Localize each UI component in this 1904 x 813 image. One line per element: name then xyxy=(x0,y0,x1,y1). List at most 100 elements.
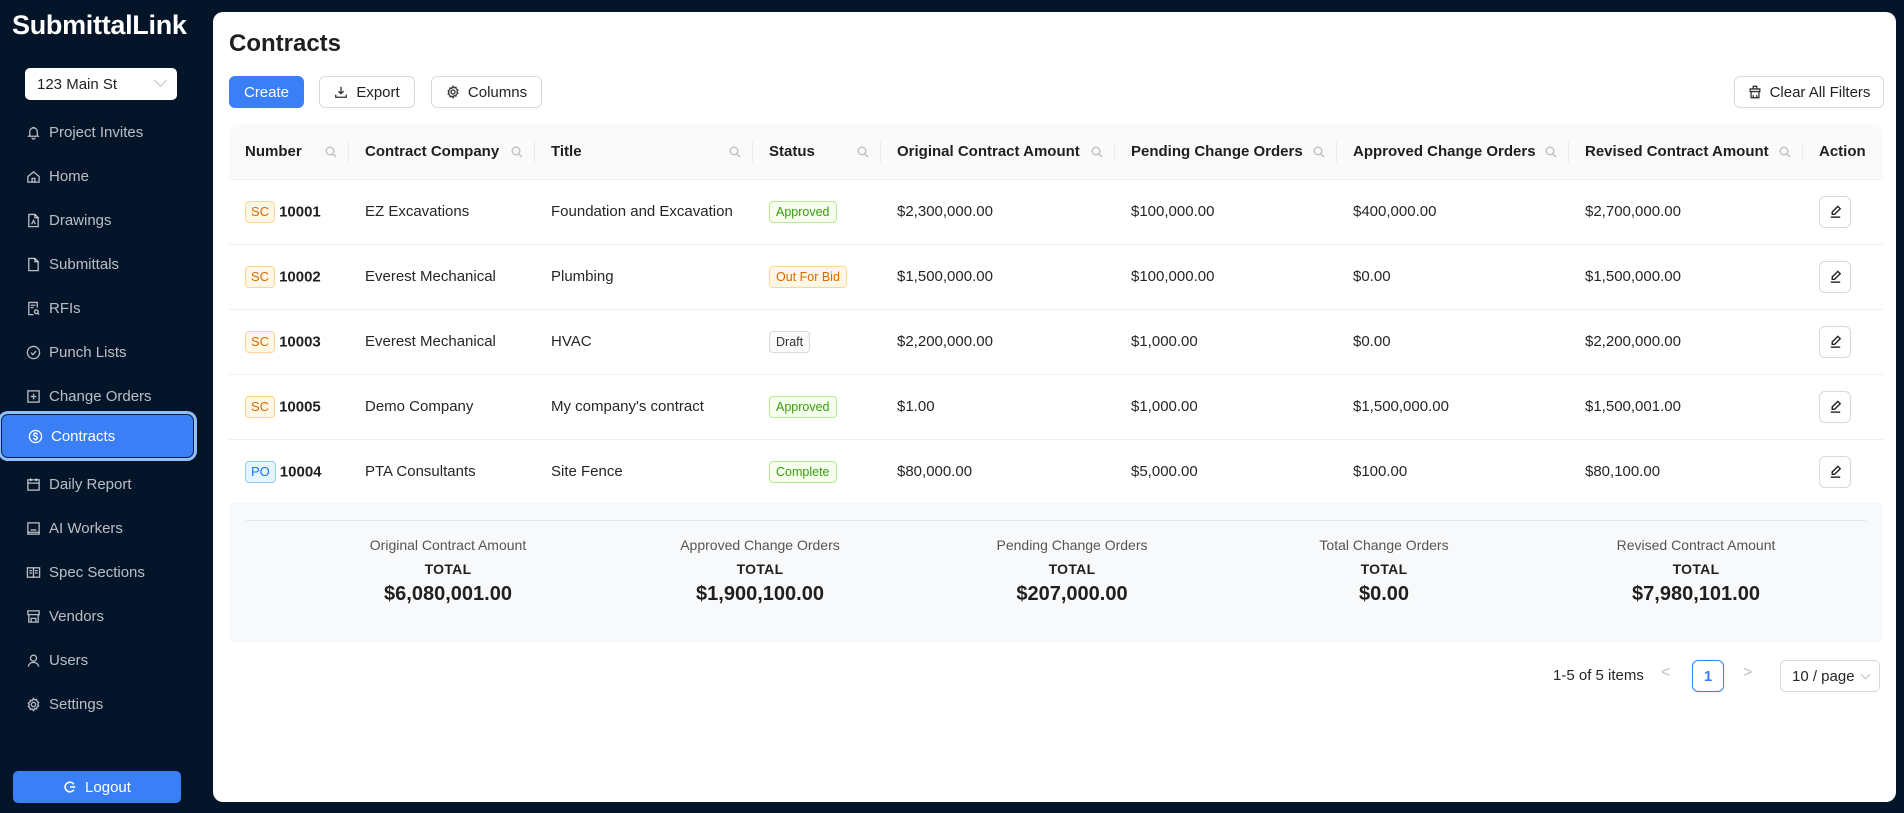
project-select[interactable]: 123 Main St xyxy=(25,68,177,100)
column-header-pending-change-orders[interactable]: Pending Change Orders xyxy=(1115,124,1337,180)
brand-logo[interactable]: SubmittalLink xyxy=(12,10,187,40)
status-badge: Approved xyxy=(769,200,837,223)
sidebar-item-ai-workers[interactable]: AI Workers xyxy=(0,506,196,550)
table-row[interactable]: SC 10003 Everest Mechanical HVAC Draft $2… xyxy=(229,309,1883,375)
cell-original-amount: $1.00 xyxy=(881,374,1115,440)
edit-button[interactable] xyxy=(1819,325,1851,358)
shop-icon xyxy=(25,608,41,624)
column-header-original-contract-amount[interactable]: Original Contract Amount xyxy=(881,124,1115,180)
logout-label: Logout xyxy=(85,778,131,796)
cell-approved-change-orders: $400,000.00 xyxy=(1337,179,1569,245)
sidebar-item-drawings[interactable]: Drawings xyxy=(0,198,196,242)
search-icon[interactable] xyxy=(1779,145,1791,158)
sidebar-item-vendors[interactable]: Vendors xyxy=(0,594,196,638)
column-label: Approved Change Orders xyxy=(1353,142,1536,160)
status-badge: Draft xyxy=(769,330,811,353)
search-icon[interactable] xyxy=(1313,145,1325,158)
sidebar-item-punch-lists[interactable]: Punch Lists xyxy=(0,330,196,374)
prev-page-button[interactable]: < xyxy=(1661,664,1671,681)
cell-action xyxy=(1803,439,1883,505)
table-row[interactable]: PO 10004 PTA Consultants Site Fence Compl… xyxy=(229,439,1883,505)
cell-original-amount: $2,300,000.00 xyxy=(881,179,1115,245)
clear-all-filters-button[interactable]: Clear All Filters xyxy=(1734,76,1884,108)
cell-title: HVAC xyxy=(535,309,753,375)
search-icon[interactable] xyxy=(511,145,523,158)
contract-number: 10001 xyxy=(279,203,321,220)
column-label: Number xyxy=(245,142,302,160)
total-caption: TOTAL xyxy=(1048,561,1096,577)
total-original-contract-amount: Original Contract Amount TOTAL $6,080,00… xyxy=(298,537,598,606)
gear-icon xyxy=(25,696,41,712)
sidebar-item-spec-sections[interactable]: Spec Sections xyxy=(0,550,196,594)
edit-button[interactable] xyxy=(1819,195,1851,228)
next-page-button[interactable]: > xyxy=(1743,664,1753,681)
cell-title: Site Fence xyxy=(535,439,753,505)
sidebar-item-label: Punch Lists xyxy=(49,343,127,361)
sidebar-item-label: AI Workers xyxy=(49,519,123,537)
search-icon[interactable] xyxy=(325,145,337,158)
column-divider xyxy=(1802,141,1803,163)
edit-button[interactable] xyxy=(1819,455,1851,488)
cell-number: SC 10005 xyxy=(229,374,349,440)
logout-button[interactable]: Logout xyxy=(13,771,181,803)
book-icon xyxy=(25,564,41,580)
edit-button[interactable] xyxy=(1819,390,1851,423)
search-icon[interactable] xyxy=(729,145,741,158)
table-row[interactable]: SC 10002 Everest Mechanical Plumbing Out … xyxy=(229,244,1883,310)
contract-number: 10004 xyxy=(279,463,322,480)
total-value: $207,000.00 xyxy=(1016,583,1128,605)
cell-company: Everest Mechanical xyxy=(349,244,535,310)
table-row[interactable]: SC 10001 EZ Excavations Foundation and Ex… xyxy=(229,179,1883,245)
column-header-approved-change-orders[interactable]: Approved Change Orders xyxy=(1337,124,1569,180)
search-icon[interactable] xyxy=(857,145,869,158)
cell-original-amount: $80,000.00 xyxy=(881,439,1115,505)
sidebar-item-contracts[interactable]: Contracts xyxy=(1,414,194,458)
create-button[interactable]: Create xyxy=(229,76,304,108)
column-header-title[interactable]: Title xyxy=(535,124,753,180)
cell-status: Complete xyxy=(753,439,881,505)
page-size-select[interactable]: 10 / page xyxy=(1780,660,1880,692)
contract-number: 10002 xyxy=(279,268,321,285)
total-value: $1,900,100.00 xyxy=(696,583,824,605)
cell-pending-change-orders: $100,000.00 xyxy=(1115,244,1337,310)
column-header-number[interactable]: Number xyxy=(229,124,349,180)
sidebar-item-label: Users xyxy=(49,651,89,669)
sidebar-item-home[interactable]: Home xyxy=(0,154,196,198)
pagination-info: 1-5 of 5 items xyxy=(1553,667,1644,684)
export-button[interactable]: Export xyxy=(319,76,415,108)
cell-original-amount: $1,500,000.00 xyxy=(881,244,1115,310)
sidebar-item-change-orders[interactable]: Change Orders xyxy=(0,374,196,418)
contract-type-tag: SC xyxy=(245,330,276,353)
cell-company: EZ Excavations xyxy=(349,179,535,245)
create-label: Create xyxy=(243,83,290,101)
status-badge: Complete xyxy=(769,460,837,483)
columns-button[interactable]: Columns xyxy=(431,76,542,108)
page-1-button[interactable]: 1 xyxy=(1692,660,1724,692)
total-caption: TOTAL xyxy=(1360,561,1408,577)
column-label: Title xyxy=(551,142,582,160)
column-label: Status xyxy=(769,142,815,160)
export-label: Export xyxy=(356,83,400,101)
total-pending-change-orders: Pending Change Orders TOTAL $207,000.00 xyxy=(922,537,1222,606)
sidebar-item-rfis[interactable]: RFIs xyxy=(0,286,196,330)
total-value: $0.00 xyxy=(1358,583,1410,605)
edit-icon xyxy=(1830,465,1841,478)
column-header-status[interactable]: Status xyxy=(753,124,881,180)
sidebar-item-users[interactable]: Users xyxy=(0,638,196,682)
sidebar-item-daily-report[interactable]: Daily Report xyxy=(0,462,196,506)
total-change-orders: Total Change Orders TOTAL $0.00 xyxy=(1234,537,1534,606)
sidebar-item-project-invites[interactable]: Project Invites xyxy=(0,110,196,154)
edit-button[interactable] xyxy=(1819,260,1851,293)
cell-number: SC 10003 xyxy=(229,309,349,375)
column-header-contract-company[interactable]: Contract Company xyxy=(349,124,535,180)
sidebar-item-submittals[interactable]: Submittals xyxy=(0,242,196,286)
search-icon[interactable] xyxy=(1545,145,1557,158)
column-label: Action xyxy=(1819,142,1866,160)
column-header-revised-contract-amount[interactable]: Revised Contract Amount xyxy=(1569,124,1803,180)
edit-icon xyxy=(1830,270,1841,283)
table-row[interactable]: SC 10005 Demo Company My company's contra… xyxy=(229,374,1883,440)
total-value: $7,980,101.00 xyxy=(1632,583,1760,605)
sidebar-item-settings[interactable]: Settings xyxy=(0,682,196,726)
search-icon[interactable] xyxy=(1091,145,1103,158)
sidebar-item-label: Contracts xyxy=(51,427,116,445)
